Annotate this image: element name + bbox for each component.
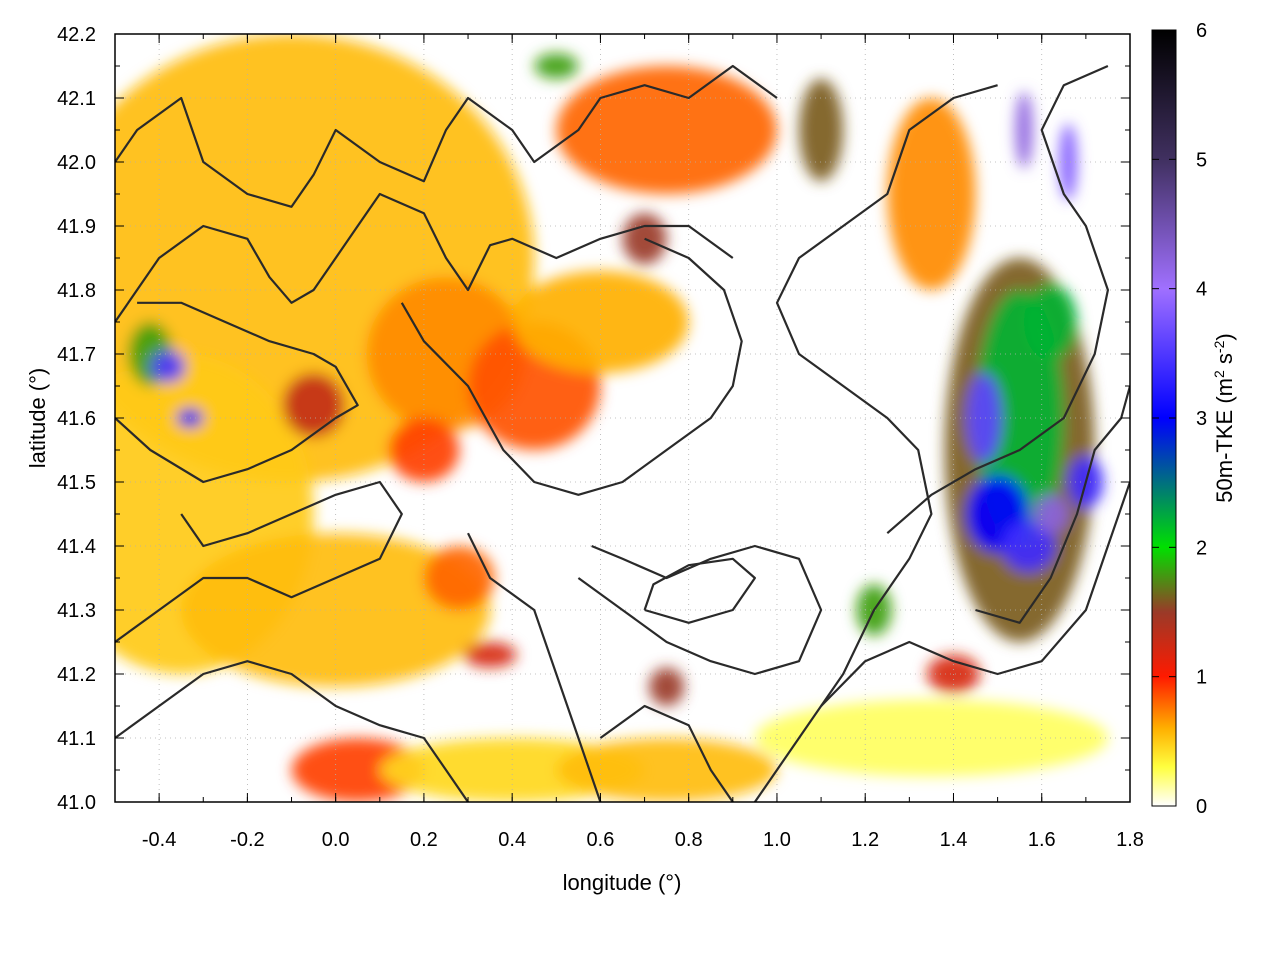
field-region xyxy=(150,350,186,383)
field-region xyxy=(534,53,579,79)
field-region xyxy=(966,373,1003,463)
x-tick-label: 1.0 xyxy=(763,829,791,851)
field-region xyxy=(799,78,844,182)
colorbar-ticks: 0 1 2 3 4 5 6 xyxy=(1152,20,1207,818)
axis-ticks: -0.4 -0.2 0.0 0.2 0.4 0.6 0.8 1.0 1.2 1.4 1.6 1.8 41… xyxy=(57,24,1144,851)
x-tick-label: 0.2 xyxy=(410,829,438,851)
y-tick-label: 41.1 xyxy=(57,728,96,750)
x-tick-label: 1.2 xyxy=(851,829,879,851)
y-tick-label: 41.3 xyxy=(57,600,96,622)
x-tick-label: 0.8 xyxy=(675,829,703,851)
contour-line xyxy=(400,237,743,496)
x-tick-label: 1.8 xyxy=(1116,829,1144,851)
colorbar-tick-label: 2 xyxy=(1196,537,1207,559)
y-tick-label: 41.9 xyxy=(57,216,96,238)
x-tick-label: 0.0 xyxy=(322,829,350,851)
y-tick-label: 41.6 xyxy=(57,408,96,430)
y-tick-label: 42.2 xyxy=(57,24,96,46)
contour-lines xyxy=(115,64,1130,802)
field-region xyxy=(622,213,667,265)
contour-line xyxy=(820,481,1130,707)
colorbar-label-sup2: -2 xyxy=(1211,340,1227,353)
field-region xyxy=(754,699,1108,777)
colorbar-label-sup1: 2 xyxy=(1211,370,1227,378)
colorbar-tick-label: 5 xyxy=(1196,149,1207,171)
contour-line xyxy=(115,192,734,323)
field-region xyxy=(887,98,976,290)
y-axis-label: latitude (°) xyxy=(25,368,50,469)
field-region xyxy=(556,66,777,194)
field-region xyxy=(282,373,345,438)
grid-lines xyxy=(115,34,1130,802)
contour-line xyxy=(115,301,359,484)
field-region xyxy=(1024,283,1078,361)
contour-line xyxy=(115,660,469,802)
colorbar-tick-label: 0 xyxy=(1196,796,1207,818)
contour-line xyxy=(643,557,756,624)
field-region xyxy=(1059,123,1078,201)
field-blobs xyxy=(115,34,1108,802)
field-region xyxy=(512,270,689,374)
field-region xyxy=(1015,91,1033,169)
contour-line xyxy=(599,704,734,802)
field-region xyxy=(1032,494,1069,534)
colorbar-label-mid: s xyxy=(1212,353,1237,370)
x-tick-label: 0.6 xyxy=(587,829,615,851)
field-region xyxy=(648,667,685,706)
x-tick-label: 1.6 xyxy=(1028,829,1056,851)
y-tick-label: 41.8 xyxy=(57,280,96,302)
y-tick-label: 41.5 xyxy=(57,472,96,494)
tke-field xyxy=(115,34,1108,802)
contour-line xyxy=(886,64,1109,535)
colorbar-tick-label: 3 xyxy=(1196,408,1207,430)
colorbar-label: 50m-TKE (m2 s-2) xyxy=(1211,333,1237,502)
y-tick-label: 42.0 xyxy=(57,152,96,174)
colorbar-label-end: ) xyxy=(1212,333,1237,340)
x-tick-label: 0.4 xyxy=(498,829,526,851)
x-tick-label: -0.4 xyxy=(142,829,176,851)
field-region xyxy=(291,738,424,802)
y-tick-label: 41.4 xyxy=(57,536,96,558)
colorbar-label-main: 50m-TKE (m xyxy=(1212,378,1237,503)
field-region xyxy=(463,642,517,668)
contour-line xyxy=(753,84,998,802)
x-tick-label: 1.4 xyxy=(940,829,968,851)
y-tick-label: 41.7 xyxy=(57,344,96,366)
x-axis-label: longitude (°) xyxy=(563,870,682,895)
contour-line xyxy=(467,532,602,802)
y-tick-label: 41.2 xyxy=(57,664,96,686)
field-region xyxy=(1002,520,1055,572)
colorbar-tick-label: 6 xyxy=(1196,20,1207,42)
colorbar-tick-label: 4 xyxy=(1196,279,1207,301)
y-tick-label: 42.1 xyxy=(57,88,96,110)
contour-line xyxy=(115,64,778,208)
contour-line xyxy=(115,480,403,643)
colorbar-tick-label: 1 xyxy=(1196,667,1207,689)
x-tick-label: -0.2 xyxy=(230,829,264,851)
y-tick-label: 41.0 xyxy=(57,792,96,814)
field-region xyxy=(423,546,495,610)
